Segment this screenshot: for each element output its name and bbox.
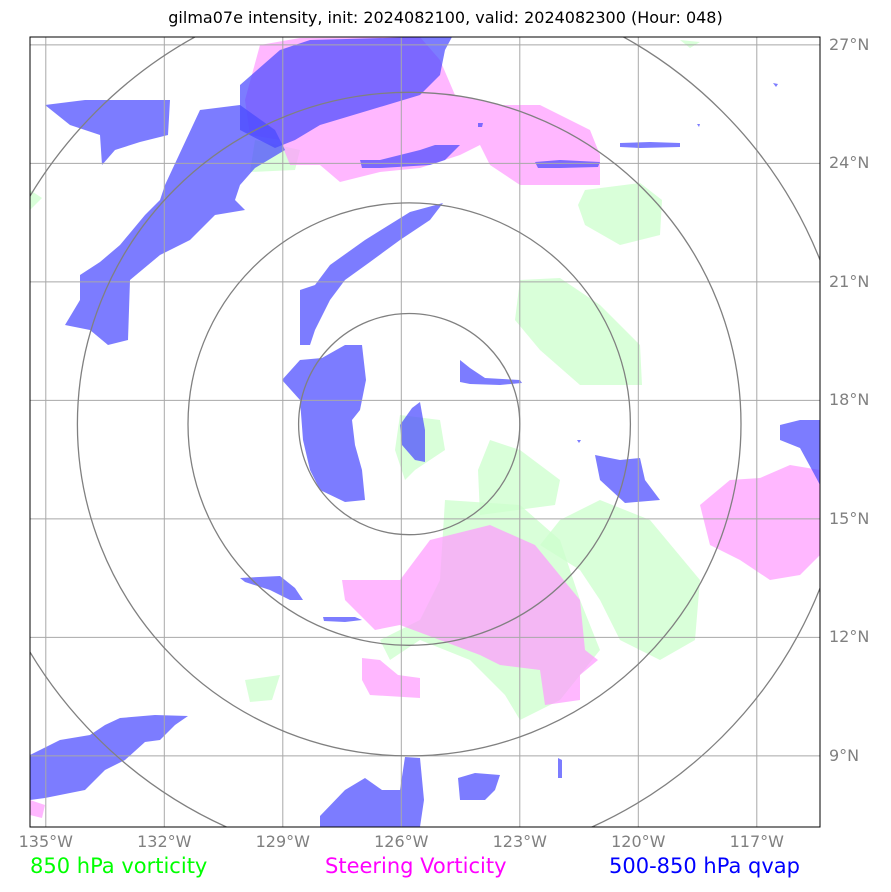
qvap-region — [478, 123, 483, 127]
qvap-region — [620, 142, 680, 148]
lon-tick-label: 126°W — [374, 832, 429, 851]
lon-tick-label: 120°W — [611, 832, 666, 851]
qvap-region — [595, 455, 660, 503]
qvap-region — [773, 83, 778, 87]
vort850-region — [245, 675, 280, 702]
qvap-region — [45, 100, 170, 165]
qvap-fields — [30, 37, 820, 827]
qvap-region — [30, 715, 188, 800]
lat-tick-label: 12°N — [829, 627, 870, 647]
lon-tick-label: 117°W — [729, 832, 784, 851]
qvap-region — [460, 360, 522, 385]
qvap-region — [360, 145, 460, 168]
vort850-region — [515, 278, 642, 385]
lat-tick-label: 15°N — [829, 508, 870, 528]
lat-tick-label: 18°N — [829, 390, 870, 410]
qvap-region — [323, 617, 362, 622]
legend-vort850: 850 hPa vorticity — [30, 854, 208, 878]
lat-tick-label: 24°N — [829, 153, 870, 173]
lat-tick-label: 21°N — [829, 271, 870, 291]
qvap-region — [320, 757, 424, 827]
qvap-region — [577, 440, 581, 443]
range-rings — [30, 37, 820, 827]
qvap-region — [458, 773, 500, 800]
lon-tick-label: 135°W — [18, 832, 73, 851]
vort850-region — [478, 440, 560, 515]
legend-steering: Steering Vorticity — [325, 854, 507, 878]
lat-tick-label: 27°N — [829, 34, 870, 54]
vort850-region — [30, 190, 42, 210]
qvap-region — [535, 160, 600, 168]
plot-title: gilma07e intensity, init: 2024082100, va… — [168, 8, 723, 27]
lon-tick-label: 123°W — [492, 832, 547, 851]
range-ring — [187, 202, 632, 646]
map-frame — [29, 36, 821, 828]
qvap-region — [282, 345, 366, 502]
vort850-region — [680, 40, 700, 48]
range-ring — [76, 91, 742, 757]
lon-tick-label: 129°W — [255, 832, 310, 851]
legend-qvap: 500-850 hPa qvap — [609, 854, 800, 878]
qvap-region — [300, 203, 443, 345]
lon-tick-label: 132°W — [137, 832, 192, 851]
qvap-region — [240, 37, 452, 148]
qvap-region — [780, 420, 820, 485]
steering-region — [30, 800, 45, 818]
steering-region — [362, 658, 420, 698]
qvap-region — [65, 105, 285, 345]
steering-region — [700, 465, 820, 580]
vort850-region — [540, 500, 700, 660]
lat-tick-label: 9°N — [829, 745, 860, 765]
qvap-region — [240, 576, 303, 600]
vort850-region — [578, 183, 662, 245]
qvap-region — [697, 124, 700, 127]
qvap-region — [558, 758, 562, 778]
range-ring — [297, 312, 521, 536]
steering-region — [342, 525, 598, 705]
qvap-region — [400, 402, 425, 462]
